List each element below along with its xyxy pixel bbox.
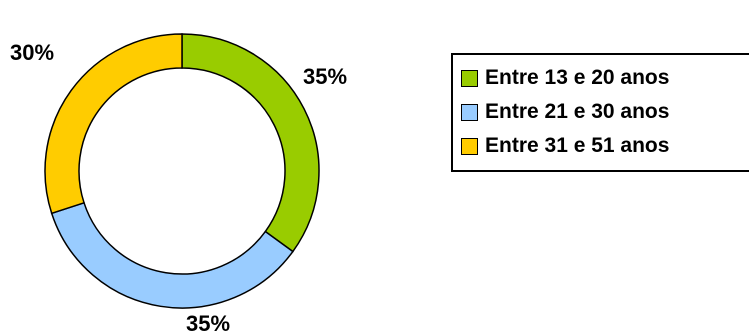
- legend-item-13-20: Entre 13 e 20 anos: [461, 61, 749, 95]
- donut-slices: [44, 33, 320, 309]
- data-label-31-51: 30%: [10, 40, 54, 65]
- legend: Entre 13 e 20 anos Entre 21 e 30 anos En…: [451, 53, 749, 172]
- legend-label-21-30: Entre 21 e 30 anos: [485, 100, 670, 123]
- legend-label-13-20: Entre 13 e 20 anos: [485, 66, 670, 89]
- legend-swatch-21-30: [461, 103, 478, 121]
- donut-slice-21-30: [50, 201, 294, 309]
- legend-swatch-31-51: [461, 137, 478, 155]
- legend-item-21-30: Entre 21 e 30 anos: [461, 95, 749, 129]
- legend-item-31-51: Entre 31 e 51 anos: [461, 129, 749, 163]
- donut-chart: 35% 35% 30%: [10, 33, 347, 334]
- donut-slice-31-51: [44, 33, 183, 215]
- legend-swatch-13-20: [461, 69, 478, 87]
- legend-label-31-51: Entre 31 e 51 anos: [485, 134, 670, 157]
- data-label-13-20: 35%: [303, 64, 347, 89]
- donut-slice-13-20: [181, 33, 320, 253]
- data-label-21-30: 35%: [186, 311, 230, 334]
